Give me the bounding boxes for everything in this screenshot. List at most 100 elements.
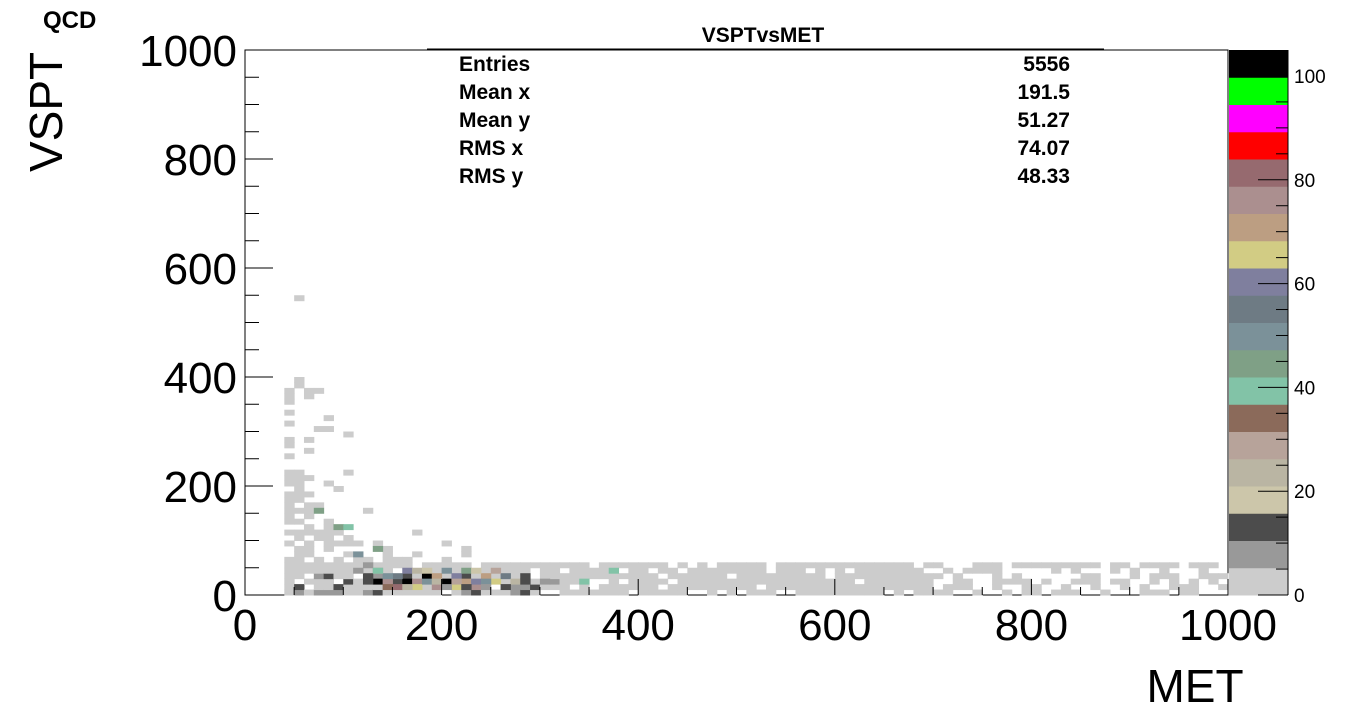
heatmap-bin [441, 573, 452, 580]
heatmap-bin [1080, 578, 1091, 585]
heatmap-bin [1070, 562, 1082, 569]
heatmap-bin [382, 589, 393, 596]
heatmap-bin [657, 567, 669, 574]
heatmap-bin [520, 562, 531, 569]
heatmap-bin [323, 415, 334, 422]
heatmap-bin [471, 584, 482, 591]
x-tick-label: 400 [601, 601, 674, 650]
heatmap-bin [569, 589, 580, 596]
heatmap-bin [942, 567, 954, 574]
heatmap-bin [530, 584, 541, 591]
heatmap-bin [362, 578, 374, 585]
heatmap-bin [412, 567, 423, 574]
heatmap-bin [598, 584, 610, 591]
heatmap-bin [490, 573, 502, 580]
heatmap-bin [765, 584, 777, 591]
palette-swatch [1229, 240, 1288, 269]
heatmap-bin [874, 573, 885, 580]
heatmap-bin [972, 562, 983, 569]
heatmap-bin [598, 573, 610, 580]
heatmap-bin [303, 589, 315, 596]
heatmap-bin [402, 589, 413, 596]
heatmap-bin [815, 567, 826, 574]
heatmap-bin [520, 567, 531, 574]
heatmap-bin [1119, 562, 1131, 569]
heatmap-bin [579, 589, 590, 596]
heatmap-bin [579, 567, 590, 574]
heatmap-bin [461, 589, 472, 596]
heatmap-bin [854, 567, 865, 574]
palette-swatch [1229, 431, 1288, 460]
heatmap-bin [638, 573, 649, 580]
heatmap-bin [343, 535, 354, 541]
heatmap-bin [431, 584, 443, 591]
heatmap-bin [530, 562, 541, 569]
axes-layer: 0 200 400 600 800 1000 0 200 400 600 800 1000 [139, 27, 1277, 650]
heatmap-bin [844, 589, 855, 596]
x-tick-label: 800 [995, 601, 1068, 650]
heatmap-bin [1169, 573, 1180, 580]
heatmap-bin [539, 578, 551, 585]
heatmap-bin [1100, 589, 1111, 596]
heatmap-bin [303, 567, 315, 574]
heatmap-bin [1208, 578, 1219, 585]
heatmap-bin [1051, 589, 1062, 596]
heatmap-bin [992, 573, 1003, 580]
heatmap-bin [756, 573, 767, 580]
heatmap-bin [677, 589, 688, 596]
heatmap-bin [303, 436, 315, 443]
heatmap-bin [756, 567, 767, 574]
heatmap-bin [608, 589, 620, 596]
heatmap-bin [284, 409, 295, 416]
heatmap-bin [1159, 589, 1170, 596]
palette-swatch [1229, 159, 1288, 187]
heatmap-bin [815, 584, 826, 591]
heatmap-bin [284, 387, 295, 394]
heatmap-bin [883, 562, 895, 569]
heatmap-bin [294, 584, 305, 591]
heatmap-bin [598, 562, 610, 569]
palette-swatch [1229, 50, 1288, 78]
heatmap-bin [618, 562, 629, 569]
heatmap-bin [726, 584, 737, 591]
heatmap-bin [313, 387, 325, 394]
heatmap-bin [471, 578, 482, 585]
heatmap-bin [530, 578, 541, 585]
heatmap-bin [815, 573, 826, 580]
palette-tick-label: 20 [1294, 482, 1315, 503]
heatmap-bin [510, 567, 521, 574]
heatmap-bin [697, 562, 708, 569]
heatmap-bin [490, 578, 502, 585]
heatmap-bin [1041, 578, 1052, 585]
heatmap-bin [294, 518, 305, 525]
heatmap-bin [294, 556, 305, 563]
heatmap-bin [795, 578, 806, 585]
heatmap-bin [1178, 584, 1190, 591]
heatmap-bin [874, 567, 885, 574]
heatmap-bin [648, 573, 659, 580]
heatmap-bin [431, 589, 443, 596]
heatmap-bin [402, 584, 413, 591]
heatmap-bin [362, 507, 374, 514]
heatmap-bin [353, 556, 364, 563]
heatmap-bin [284, 442, 295, 449]
heatmap-bin [608, 573, 620, 580]
heatmap-bin [559, 584, 570, 591]
palette-swatch [1229, 349, 1288, 378]
heatmap-bin [294, 491, 305, 498]
heatmap-bin [893, 584, 905, 591]
heatmap-bin [726, 589, 737, 596]
palette-tick-label: 0 [1294, 586, 1305, 607]
heatmap-bin [284, 420, 295, 427]
heatmap-bin [1188, 562, 1200, 569]
heatmap-bin [323, 578, 334, 585]
heatmap-bin [284, 496, 295, 503]
heatmap-bin [834, 589, 846, 596]
heatmap-bin [323, 567, 334, 574]
heatmap-bin [736, 584, 747, 591]
heatmap-bin [923, 562, 934, 569]
heatmap-bin [333, 529, 344, 536]
heatmap-bin [815, 589, 826, 596]
heatmap-bin [1149, 562, 1160, 569]
heatmap-bin [480, 578, 492, 585]
